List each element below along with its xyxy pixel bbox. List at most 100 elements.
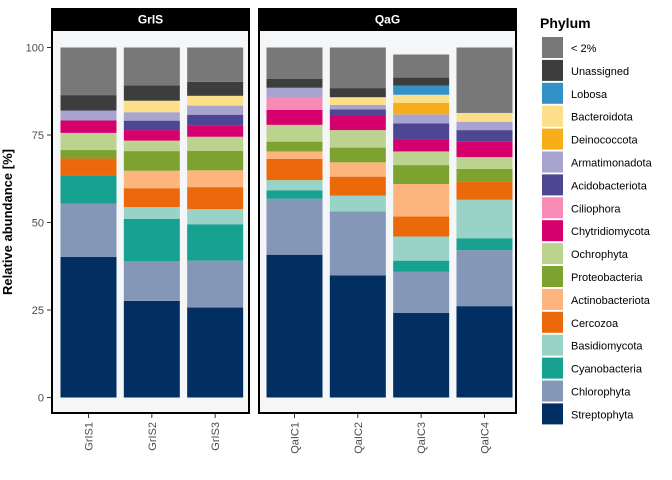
bar-segment (456, 130, 513, 142)
bar-segment (266, 180, 323, 191)
legend-label: Actinobacteriota (571, 295, 651, 307)
bar-segment (456, 199, 513, 239)
bar-segment (329, 97, 386, 105)
bar-segment (456, 306, 513, 398)
bar-segment (393, 260, 450, 272)
legend-swatch (542, 334, 563, 356)
bar-segment (393, 54, 450, 78)
bar-segment (266, 47, 323, 79)
bar-segment (187, 125, 244, 137)
y-axis-title: Relative abundance [%] (0, 149, 15, 295)
legend-swatch (542, 197, 563, 219)
legend-swatch (542, 380, 563, 402)
bar-segment (123, 140, 180, 152)
facet-strip-1 (258, 8, 517, 30)
bar-segment (187, 95, 244, 106)
legend-swatch (542, 403, 563, 425)
facet-frames: GrIS QaG (51, 8, 517, 414)
bar-segment (187, 105, 244, 115)
bar-segment (329, 130, 386, 148)
bar-segment (456, 47, 513, 113)
bar-segment (266, 141, 323, 152)
x-tick-label: QaIC4 (479, 422, 491, 454)
legend-label: Ciliophora (571, 203, 621, 215)
bar-segment (329, 162, 386, 177)
legend-swatch (542, 37, 563, 58)
bar-segment (187, 81, 244, 96)
bar-segment (123, 120, 180, 131)
bar-segment (329, 176, 386, 196)
facet-frame-1 (258, 29, 517, 414)
x-tick-label: QaIC3 (416, 422, 428, 454)
bar-segment (456, 141, 513, 158)
bar-segment (393, 184, 450, 217)
bar-segment (60, 95, 117, 111)
bar-segment (329, 104, 386, 110)
bar-segment (329, 109, 386, 116)
bar-segment (393, 236, 450, 261)
bar-segment (393, 94, 450, 103)
legend-swatch (542, 174, 563, 196)
x-tick-label: QaIC1 (290, 422, 302, 454)
legend-label: Bacteroidota (571, 112, 634, 124)
bar-segment (329, 88, 386, 98)
bar-segment (266, 254, 323, 398)
legend-swatch (542, 311, 563, 333)
bar-segment (329, 211, 386, 276)
legend: Phylum < 2% Unassigned Lobosa Bacteroidota De… (540, 15, 653, 425)
bar-segment (393, 85, 450, 95)
legend-label: Lobosa (571, 89, 608, 101)
bar-segment (187, 224, 244, 261)
bar-segment (266, 151, 323, 159)
facet-strip-0 (51, 8, 250, 30)
bar-segment (123, 300, 180, 398)
bar-segment (266, 79, 323, 88)
bar-segment (393, 77, 450, 86)
y-tick-label: 0 (38, 393, 44, 405)
bar-segment (393, 271, 450, 313)
x-tick-label: GrIS2 (147, 422, 159, 451)
legend-swatch (542, 266, 563, 287)
legend-label: Ochrophyta (571, 249, 629, 261)
bar-segment (266, 198, 323, 255)
bar-segment (60, 120, 117, 133)
bar-segment (60, 110, 117, 121)
bar-segment (266, 109, 323, 125)
bar-segment (123, 207, 180, 219)
bar-segment (329, 147, 386, 163)
bar-segment (60, 132, 117, 151)
legend-label: Deinococcota (571, 135, 639, 147)
legend-label: Streptophyta (571, 409, 634, 421)
legend-swatch (542, 243, 563, 265)
bar-segment (456, 250, 513, 307)
legend-swatch (542, 288, 563, 310)
facet-strip-label: QaG (375, 13, 400, 27)
bar-segment (123, 151, 180, 171)
bar-segment (187, 307, 244, 398)
bar-segment (123, 130, 180, 141)
facet-frame-0 (51, 29, 250, 414)
y-axis: 0 25 50 75 100 (26, 43, 51, 405)
legend-label: Basidiomycota (571, 341, 643, 353)
legend-title: Phylum (540, 15, 591, 31)
legend-label: Proteobacteria (571, 272, 643, 284)
bar-segment (393, 312, 450, 398)
legend-swatch (542, 82, 563, 104)
bar-segment (123, 188, 180, 208)
bar-segment (456, 112, 513, 122)
bar-segment (456, 181, 513, 200)
bar-segment (456, 157, 513, 169)
bar-segment (393, 216, 450, 237)
legend-swatch (542, 220, 563, 242)
bar-segment (266, 87, 323, 98)
legend-label: Chytridiomycota (571, 226, 651, 238)
x-tick-label: QaIC2 (353, 422, 365, 454)
y-tick-label: 50 (32, 218, 44, 230)
bar-segment (60, 203, 117, 257)
bar-segment (393, 139, 450, 152)
bar-segment (329, 195, 386, 212)
legend-swatch (542, 59, 563, 81)
bar-segment (123, 170, 180, 189)
bar-segment (329, 275, 386, 398)
bar-segment (60, 256, 117, 398)
